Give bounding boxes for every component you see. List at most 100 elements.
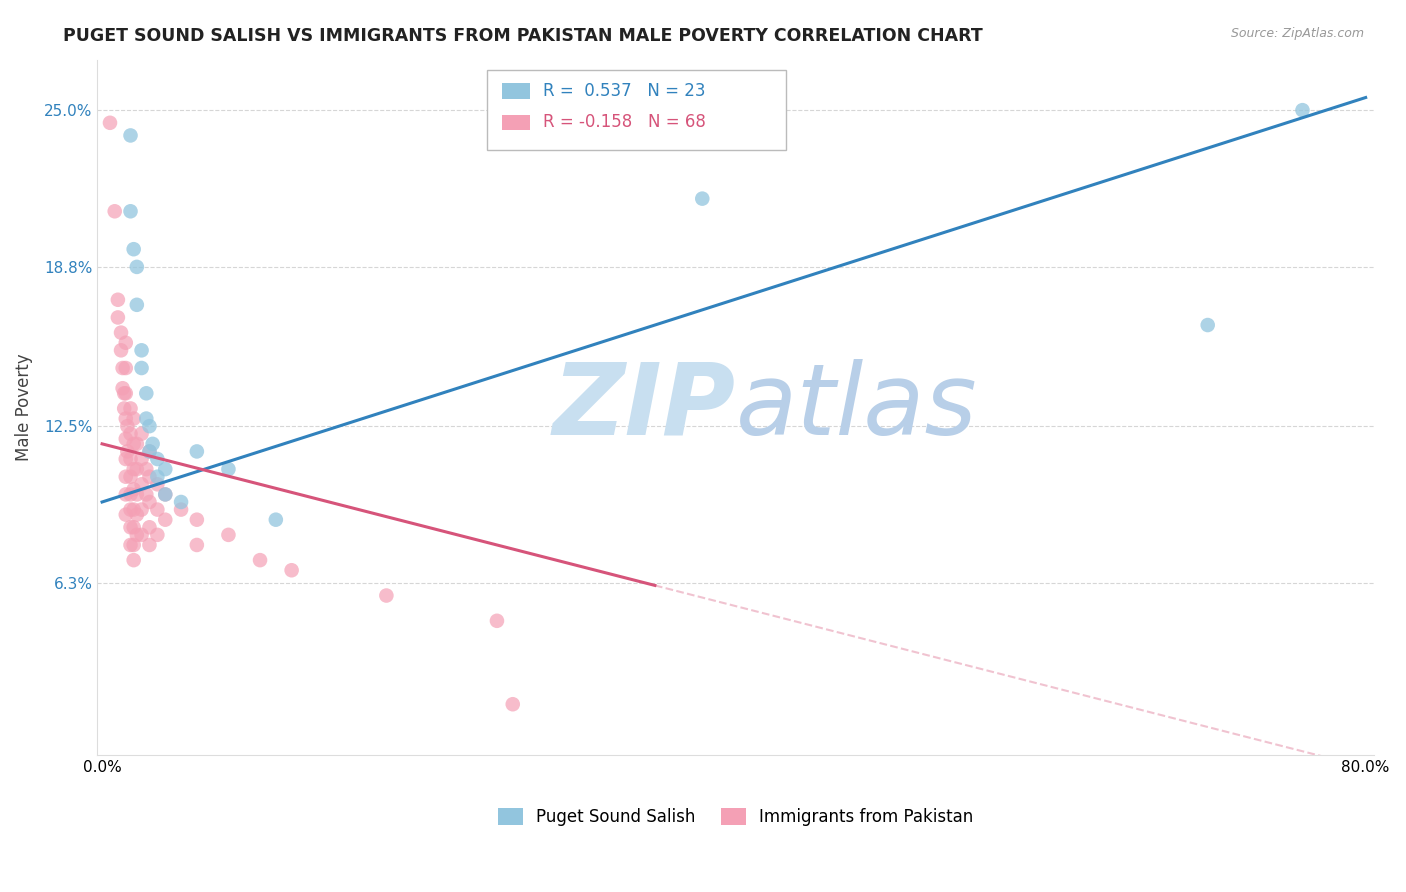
Point <box>217 528 239 542</box>
Point <box>125 437 148 451</box>
Point <box>186 513 208 527</box>
Point <box>98 116 121 130</box>
Point <box>122 242 145 256</box>
Point <box>125 260 148 274</box>
Point <box>120 452 142 467</box>
Point <box>138 444 160 458</box>
Point <box>120 502 142 516</box>
Point <box>249 553 271 567</box>
Point <box>142 437 165 451</box>
Point <box>155 462 177 476</box>
Point <box>131 343 153 358</box>
Point <box>114 432 136 446</box>
FancyBboxPatch shape <box>502 114 530 130</box>
Point <box>131 361 153 376</box>
Point <box>125 487 148 501</box>
Y-axis label: Male Poverty: Male Poverty <box>15 353 32 461</box>
Point <box>138 538 160 552</box>
Point <box>122 483 145 497</box>
Point <box>146 502 169 516</box>
Point <box>502 697 524 711</box>
Point <box>114 335 136 350</box>
Text: R = -0.158   N = 68: R = -0.158 N = 68 <box>543 113 706 131</box>
Point <box>120 204 142 219</box>
Point <box>120 469 142 483</box>
Point <box>117 419 139 434</box>
Point <box>138 419 160 434</box>
Point <box>155 513 177 527</box>
Point <box>122 502 145 516</box>
FancyBboxPatch shape <box>502 83 530 98</box>
Point <box>114 469 136 483</box>
Point <box>122 520 145 534</box>
Point <box>114 386 136 401</box>
Point <box>170 502 193 516</box>
Point <box>120 426 142 441</box>
Point <box>112 386 135 401</box>
Point <box>125 528 148 542</box>
Point <box>170 495 193 509</box>
Point <box>122 437 145 451</box>
Point <box>186 538 208 552</box>
Point <box>264 513 287 527</box>
Text: Source: ZipAtlas.com: Source: ZipAtlas.com <box>1230 27 1364 40</box>
Point <box>146 452 169 467</box>
Point <box>120 487 142 501</box>
Legend: Puget Sound Salish, Immigrants from Pakistan: Puget Sound Salish, Immigrants from Paki… <box>491 801 980 833</box>
Point <box>125 462 148 476</box>
Point <box>112 401 135 416</box>
Point <box>111 381 134 395</box>
Point <box>131 477 153 491</box>
Text: R =  0.537   N = 23: R = 0.537 N = 23 <box>543 82 706 100</box>
Point <box>111 361 134 376</box>
Point <box>146 469 169 483</box>
Point <box>155 487 177 501</box>
Point <box>120 128 142 143</box>
Point <box>110 343 132 358</box>
Point <box>120 401 142 416</box>
Point <box>138 469 160 483</box>
Point <box>138 495 160 509</box>
Point <box>114 452 136 467</box>
Point <box>217 462 239 476</box>
Point <box>114 411 136 425</box>
Point <box>120 538 142 552</box>
Point <box>114 487 136 501</box>
Point <box>375 589 398 603</box>
Point <box>1197 318 1219 332</box>
FancyBboxPatch shape <box>486 70 786 150</box>
Point <box>125 298 148 312</box>
Point <box>280 563 302 577</box>
Point <box>110 326 132 340</box>
Point <box>122 538 145 552</box>
Point <box>138 444 160 458</box>
Point <box>485 614 508 628</box>
Point <box>104 204 127 219</box>
Point <box>117 444 139 458</box>
Text: atlas: atlas <box>735 359 977 456</box>
Text: PUGET SOUND SALISH VS IMMIGRANTS FROM PAKISTAN MALE POVERTY CORRELATION CHART: PUGET SOUND SALISH VS IMMIGRANTS FROM PA… <box>63 27 983 45</box>
Point <box>131 426 153 441</box>
Point <box>135 462 157 476</box>
Point <box>107 293 129 307</box>
Point <box>138 520 160 534</box>
Point <box>135 487 157 501</box>
Point <box>155 487 177 501</box>
Point <box>122 553 145 567</box>
Point <box>135 386 157 401</box>
Point <box>120 520 142 534</box>
Point <box>131 452 153 467</box>
Point <box>186 444 208 458</box>
Point <box>1291 103 1313 117</box>
Text: ZIP: ZIP <box>553 359 735 456</box>
Point <box>146 528 169 542</box>
Point <box>122 411 145 425</box>
Point <box>131 502 153 516</box>
Point <box>135 411 157 425</box>
Point <box>131 528 153 542</box>
Point <box>146 477 169 491</box>
Point <box>690 192 713 206</box>
Point <box>125 508 148 522</box>
Point <box>122 462 145 476</box>
Point <box>107 310 129 325</box>
